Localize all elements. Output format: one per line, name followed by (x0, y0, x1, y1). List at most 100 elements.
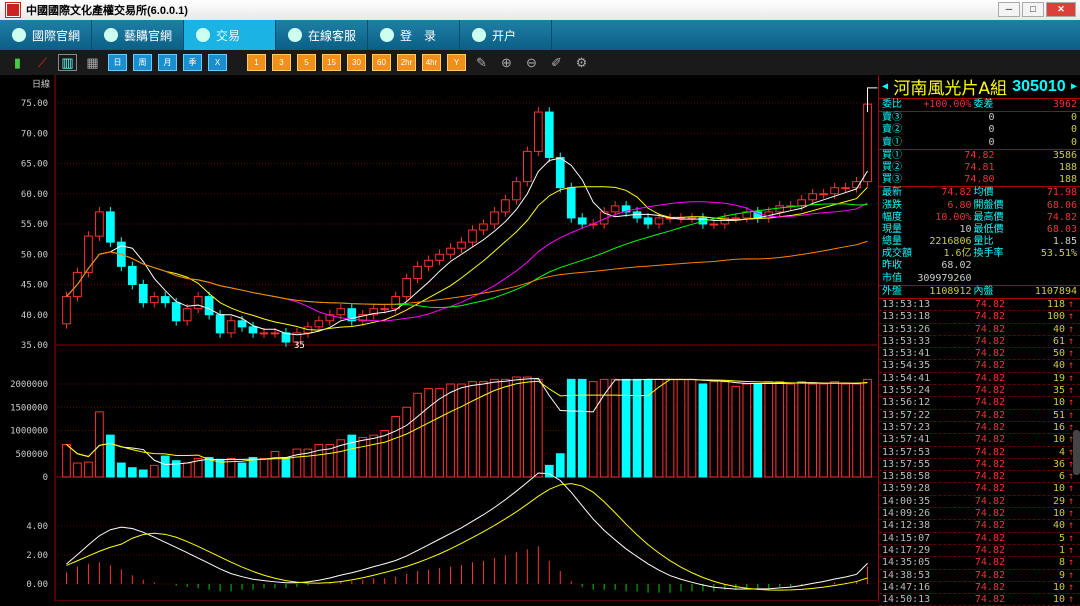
minute-period-button[interactable]: 5 (297, 54, 316, 71)
volume-bar (621, 378, 631, 478)
zoom-in-icon[interactable]: ⊕ (501, 54, 512, 70)
minute-period-button[interactable]: 30 (347, 54, 366, 71)
tick-price: 74.82 (974, 335, 1005, 347)
nav-tab[interactable]: 藝購官網 (92, 20, 184, 50)
tick-row: 14:17:29 74.82 1 ↑ (879, 544, 1080, 558)
prev-stock-icon[interactable]: ◀ (882, 81, 889, 92)
quote-row: 總量 2216806 量比 1.85 (879, 236, 1080, 248)
nav-tab[interactable]: 开户 (460, 20, 552, 50)
candle (621, 205, 631, 213)
volume-tick: 1500000 (10, 403, 48, 413)
draw-icon[interactable]: ✎ (476, 54, 487, 70)
minute-period-button[interactable]: 15 (322, 54, 341, 71)
calendar-icon[interactable]: ▦ (86, 54, 99, 70)
minute-period-button[interactable]: 4hr (422, 54, 441, 71)
quote-row: 賣③ 0 0 (879, 112, 1080, 124)
volume-ma10-line (66, 379, 868, 463)
tick-price: 74.82 (974, 483, 1005, 495)
tick-row: 14:35:05 74.82 8 ↑ (879, 557, 1080, 570)
buy-qty: 188 (1058, 161, 1077, 173)
volume-tick: 2000000 (10, 380, 48, 390)
stat-value: 53.51% (1040, 248, 1077, 260)
buy-label: 買③ (882, 174, 902, 186)
tick-qty: 6 (1058, 471, 1065, 483)
candle (852, 181, 861, 189)
stat-label: 成交額 (882, 248, 912, 260)
volume-bar (786, 383, 796, 478)
minute-period-button[interactable]: 2hr (397, 54, 416, 71)
pencil-icon[interactable]: ✐ (551, 54, 562, 70)
up-arrow-icon: ↑ (1067, 520, 1075, 532)
bar-chart-icon[interactable]: ▮ (13, 54, 22, 70)
nav-tab[interactable]: 交易 (184, 20, 276, 50)
minute-period-button[interactable]: 3 (272, 54, 291, 71)
close-button[interactable]: ✕ (1046, 2, 1076, 17)
volume-bar (413, 392, 422, 478)
volume-bar (654, 378, 664, 478)
label: 委比 (882, 99, 902, 110)
tick-qty: 100 (1046, 311, 1065, 323)
up-arrow-icon: ↑ (1067, 323, 1075, 335)
tick-qty: 1 (1058, 544, 1065, 556)
macd-tick: 4.00 (26, 522, 48, 532)
sell-price: 0 (988, 136, 995, 148)
volume-bar (138, 469, 148, 478)
quote-row: 成交額 1.6亿 換手率 53.51% (879, 248, 1080, 260)
up-arrow-icon: ↑ (1067, 594, 1075, 606)
nav-tab-label: 交易 (216, 28, 241, 43)
volume-tick: 500000 (15, 450, 48, 460)
candle (863, 103, 872, 183)
period-button[interactable]: 日 (108, 54, 127, 71)
nav-tab[interactable]: 國際官網 (0, 20, 92, 50)
tick-price: 74.82 (974, 544, 1005, 556)
candle (226, 320, 236, 334)
tick-qty: 10 (1052, 594, 1065, 606)
gear-icon[interactable]: ⚙ (575, 54, 588, 70)
up-arrow-icon: ↑ (1067, 397, 1075, 409)
stat-value: 71.98 (1046, 187, 1077, 199)
candle (391, 296, 401, 310)
stat-value: 68.06 (1046, 199, 1077, 211)
up-arrow-icon: ↑ (1067, 458, 1075, 470)
minimize-button[interactable]: ─ (998, 2, 1020, 17)
candle-icon[interactable]: ▥ (58, 54, 77, 71)
candle (292, 332, 302, 343)
volume-bar (830, 381, 839, 478)
tick-time: 14:09:26 (882, 508, 931, 520)
scrollbar[interactable] (1073, 430, 1080, 475)
nav-tab[interactable]: 在線客服 (276, 20, 368, 50)
candle (193, 296, 203, 310)
period-button[interactable]: X (208, 54, 227, 71)
candle (808, 193, 817, 201)
user-icon (380, 28, 394, 42)
tick-time: 13:53:33 (882, 335, 931, 347)
maximize-button[interactable]: □ (1022, 2, 1044, 17)
tick-time: 13:56:12 (882, 397, 931, 409)
candle (457, 241, 466, 249)
period-button[interactable]: 季 (183, 54, 202, 71)
tick-price: 74.82 (974, 569, 1005, 581)
quote-row: 買② 74.81 188 (879, 162, 1080, 174)
next-stock-icon[interactable]: ▶ (1070, 81, 1077, 92)
volume-bar (424, 388, 433, 478)
candle (424, 259, 433, 267)
period-button[interactable]: 周 (133, 54, 152, 71)
minute-period-button[interactable]: 60 (372, 54, 391, 71)
minute-period-button[interactable]: Y (447, 54, 466, 71)
volume-bar (676, 378, 686, 478)
volume-bar (742, 383, 752, 478)
volume-bar (117, 462, 126, 478)
stat-label (974, 260, 1020, 272)
tick-qty: 10 (1052, 483, 1065, 495)
period-button[interactable]: 月 (158, 54, 177, 71)
kline-chart[interactable]: 日線 75.00 70.00 65.00 60.00 55.00 50.00 45.00 40.… (0, 75, 878, 601)
window-title: 中國國際文化產權交易所(6.0.0.1) (26, 5, 188, 17)
minute-period-button[interactable]: 1 (247, 54, 266, 71)
tick-row: 13:57:22 74.82 51 ↑ (879, 410, 1080, 422)
nav-tab[interactable]: 登 录 (368, 20, 460, 50)
zoom-out-icon[interactable]: ⊖ (526, 54, 537, 70)
quote-row: 幅度 10.00% 最高價 74.82 (879, 212, 1080, 224)
nav-tab-label: 在線客服 (308, 28, 357, 43)
line-chart-icon[interactable]: ⟋ (37, 54, 48, 70)
tick-price: 74.82 (974, 471, 1005, 483)
